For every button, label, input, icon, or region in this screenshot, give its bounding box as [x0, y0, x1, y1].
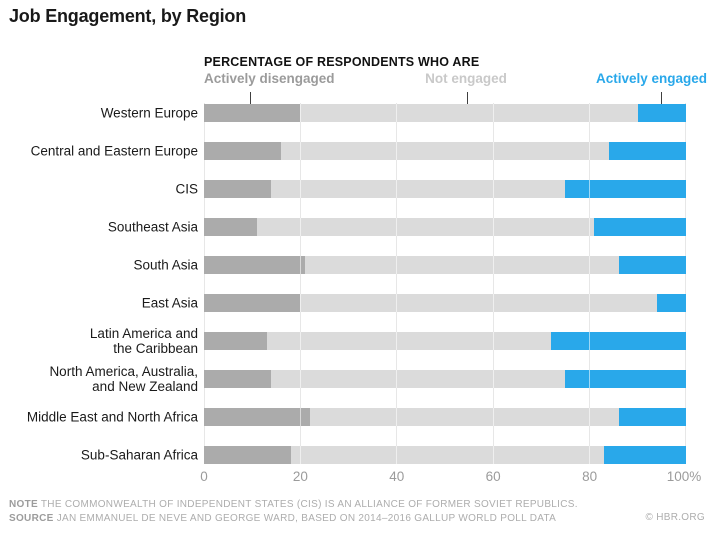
row-label: Southeast Asia: [107, 219, 198, 235]
segment-not-engaged: [266, 332, 552, 351]
row-label: South Asia: [133, 257, 198, 273]
source-line: SOURCE JAN EMMANUEL DE NEVE AND GEORGE W…: [9, 512, 578, 526]
note-text: THE COMMONWEALTH OF INDEPENDENT STATES (…: [40, 499, 578, 510]
gridline-20: [300, 103, 302, 464]
hbr-copyright: © HBR.ORG: [645, 512, 705, 523]
legend-item-actively-disengaged: Actively disengaged: [204, 71, 335, 86]
segment-not-engaged: [271, 179, 566, 198]
segment-not-engaged: [305, 255, 619, 274]
legend-item-actively-engaged: Actively engaged: [595, 71, 707, 86]
bar-row: [204, 408, 686, 427]
segment-actively-engaged: [657, 294, 686, 312]
segment-not-engaged: [281, 141, 609, 160]
segment-actively-engaged: [618, 255, 686, 274]
segment-not-engaged: [271, 370, 566, 389]
bar-row: [204, 294, 686, 312]
segment-actively-disengaged: [204, 141, 282, 160]
row-label: Sub-Saharan Africa: [80, 447, 198, 463]
bar-row: [204, 217, 686, 236]
x-axis-tick-label: 100%: [666, 469, 702, 484]
segment-actively-disengaged: [204, 179, 272, 198]
segment-not-engaged: [257, 217, 595, 236]
legend-header: PERCENTAGE OF RESPONDENTS WHO ARE: [204, 55, 480, 69]
segment-actively-engaged: [604, 446, 686, 465]
bar-row: [204, 255, 686, 274]
x-axis-tick-label: 80: [582, 469, 598, 484]
segment-actively-engaged: [551, 332, 686, 351]
bar-row: [204, 332, 686, 351]
row-label: CIS: [175, 181, 198, 197]
bar-row: [204, 103, 686, 122]
row-label: Latin America and the Caribbean: [89, 326, 198, 357]
row-label: North America, Australia, and New Zealan…: [49, 364, 198, 395]
segment-not-engaged: [310, 408, 619, 427]
segment-actively-engaged: [618, 408, 686, 427]
gridline-60: [492, 103, 494, 464]
segment-actively-disengaged: [204, 408, 311, 427]
bar-row: [204, 141, 686, 160]
gridline-40: [396, 103, 398, 464]
x-axis-tick-label: 20: [292, 469, 308, 484]
bar-row: [204, 370, 686, 389]
plot-area: [204, 103, 686, 465]
segment-actively-engaged: [608, 141, 686, 160]
segment-actively-engaged: [637, 103, 686, 122]
segment-not-engaged: [300, 103, 638, 122]
row-label: Western Europe: [100, 105, 198, 120]
segment-actively-disengaged: [204, 255, 306, 274]
segment-actively-disengaged: [204, 370, 272, 389]
x-axis-tick-label: 40: [389, 469, 405, 484]
segment-actively-disengaged: [204, 103, 301, 122]
chart-title: Job Engagement, by Region: [9, 6, 247, 26]
source-text: JAN EMMANUEL DE NEVE AND GEORGE WARD, BA…: [56, 513, 557, 524]
segment-actively-disengaged: [204, 294, 301, 312]
x-axis-tick-label: 60: [485, 469, 501, 484]
row-label: Central and Eastern Europe: [30, 143, 198, 159]
bar-row: [204, 179, 686, 198]
segment-actively-engaged: [594, 217, 686, 236]
segment-actively-disengaged: [204, 217, 258, 236]
segment-actively-disengaged: [204, 332, 267, 351]
bar-row: [204, 446, 686, 465]
legend-item-not-engaged: Not engaged: [425, 71, 507, 86]
segment-actively-engaged: [565, 370, 686, 389]
source-label: SOURCE: [9, 513, 54, 524]
row-label: East Asia: [141, 295, 198, 311]
segment-not-engaged: [300, 294, 658, 312]
gridline-80: [588, 103, 590, 464]
segment-not-engaged: [290, 446, 605, 465]
note-label: NOTE: [9, 499, 38, 510]
segment-actively-disengaged: [204, 446, 291, 465]
gridline-0: [204, 103, 205, 464]
gridline-100: [685, 103, 686, 464]
note-line: NOTE THE COMMONWEALTH OF INDEPENDENT STA…: [9, 498, 578, 512]
segment-actively-engaged: [565, 179, 686, 198]
row-label: Middle East and North Africa: [26, 409, 198, 425]
chart-footnote: NOTE THE COMMONWEALTH OF INDEPENDENT STA…: [9, 498, 578, 526]
x-axis-tick-label: 0: [200, 469, 208, 484]
